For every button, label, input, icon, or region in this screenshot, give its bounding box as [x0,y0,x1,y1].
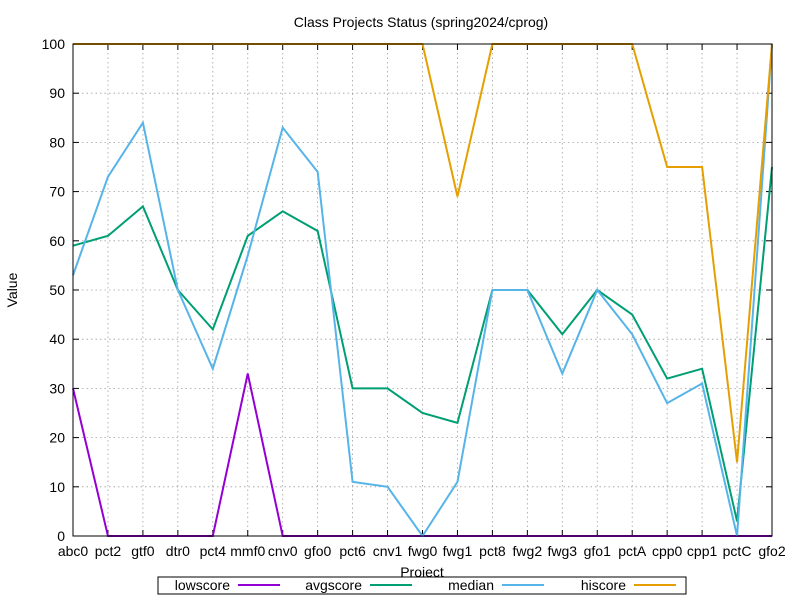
x-tick-label: gtf0 [131,543,155,559]
legend-label-avgscore: avgscore [305,577,362,593]
y-tick-label: 50 [49,282,65,298]
x-axis-label: Project [400,564,444,580]
x-tick-label: cpp0 [652,543,683,559]
x-tick-label: abc0 [58,543,89,559]
y-tick-label: 30 [49,380,65,396]
y-tick-label: 40 [49,331,65,347]
x-tick-label: cnv0 [268,543,298,559]
y-tick-label: 60 [49,233,65,249]
y-tick-label: 70 [49,184,65,200]
x-tick-label: cpp1 [687,543,718,559]
plot-frame [72,43,773,537]
x-tick-label: fwg2 [513,543,543,559]
series-line-hiscore [73,43,773,463]
x-tick-label: cnv1 [373,543,403,559]
y-tick-label: 80 [49,134,65,150]
y-tick-label: 100 [42,36,66,52]
y-axis: 0 10 20 30 40 50 60 70 80 90 100 [42,36,772,544]
x-tick-label: pctA [618,543,647,559]
series-line-avgscore [72,166,773,522]
legend-label-hiscore: hiscore [581,577,626,593]
y-tick-label: 10 [49,479,65,495]
x-axis: abc0 pct2 gtf0 dtr0 pct4 mmf0 cnv0 gfo0 pct6 cnv1… [58,44,786,559]
x-tick-label: fwg3 [548,543,578,559]
x-tick-label: dtr0 [166,543,190,559]
x-tick-label: gfo1 [584,543,611,559]
x-tick-label: pctC [723,543,752,559]
legend-label-median: median [448,577,494,593]
y-axis-label: Value [4,272,20,307]
chart-title: Class Projects Status (spring2024/cprog) [294,14,548,30]
x-tick-label: gfo2 [758,543,785,559]
x-tick-label: pct4 [200,543,227,559]
x-tick-label: mmf0 [230,543,265,559]
y-tick-label: 90 [49,85,65,101]
legend-box [157,576,687,595]
x-tick-label: pct6 [339,543,366,559]
legend-label-lowscore: lowscore [175,577,230,593]
y-tick-label: 20 [49,430,65,446]
x-tick-label: fwg1 [443,543,473,559]
x-tick-label: fwg0 [408,543,438,559]
x-tick-label: pct8 [479,543,506,559]
x-tick-label: pct2 [95,543,122,559]
y-tick-label: 0 [57,528,65,544]
legend: lowscore avgscore median hiscore [157,576,687,595]
x-tick-label: gfo0 [304,543,331,559]
